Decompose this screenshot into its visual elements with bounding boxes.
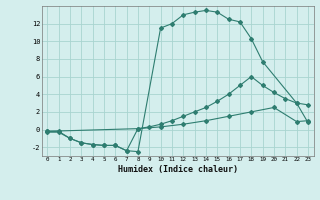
X-axis label: Humidex (Indice chaleur): Humidex (Indice chaleur) [118,165,237,174]
